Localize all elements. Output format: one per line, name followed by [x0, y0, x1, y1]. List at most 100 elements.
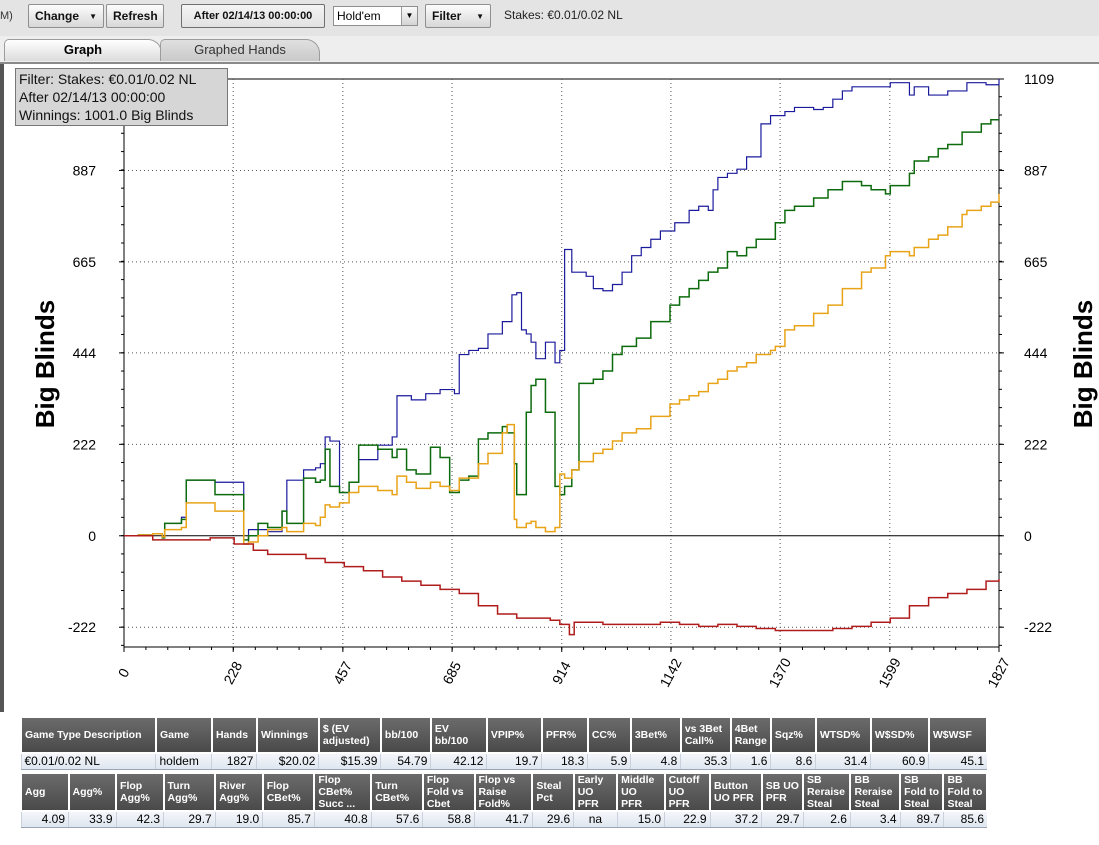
stats-value-1-13: 8.6	[770, 753, 816, 770]
y-tick-label-left: 665	[73, 254, 97, 270]
stats-value-2-1: 33.9	[68, 811, 117, 828]
series-line-green	[124, 119, 999, 541]
stats-header-1-8[interactable]: PFR%	[540, 716, 589, 754]
stats-header-1-5[interactable]: bb/100	[379, 716, 432, 754]
stats-header-2-1[interactable]: Agg%	[67, 772, 118, 812]
stats-header-2-15[interactable]: SB UO PFR	[760, 772, 805, 812]
filter-summary-stakes: Filter: Stakes: €0.01/0.02 NL	[19, 71, 197, 87]
x-tick-label: 1827	[984, 655, 1013, 690]
tab-bar: Graph Graphed Hands	[0, 36, 1099, 64]
stats-value-2-19: 85.6	[942, 811, 987, 828]
stats-value-1-12: 1.6	[730, 753, 771, 770]
stats-table-2: Agg Agg% Flop Agg% Turn Agg% River Agg% Flop …	[20, 772, 988, 828]
stats-header-1-4[interactable]: $ (EV adjusted)	[317, 716, 382, 754]
y-tick-label-left: 887	[73, 162, 97, 178]
stats-header-2-6[interactable]: Flop CBet% Succ ...	[313, 772, 373, 812]
stats-value-2-6: 40.8	[313, 811, 372, 828]
graph-panel: 0 228 457 685 914 1142 1370 1599 1827 -222 -222 0 0 2…	[0, 64, 1099, 712]
x-tick-label: 1370	[765, 655, 794, 690]
stats-header-2-0[interactable]: Agg	[20, 772, 70, 812]
stats-header-2-14[interactable]: Button UO PFR	[709, 772, 763, 812]
stats-header-2-11[interactable]: Early UO PFR	[572, 772, 619, 812]
stats-header-1-11[interactable]: vs 3Bet Call%	[679, 716, 732, 754]
chevron-down-icon[interactable]: ▼	[401, 7, 417, 25]
stats-header-1-16[interactable]: W$WSF	[927, 716, 989, 754]
chevron-down-icon: ▼	[89, 12, 97, 21]
stats-value-2-4: 19.0	[214, 811, 263, 828]
y-tick-label-left: 444	[73, 345, 97, 361]
stats-value-2-14: 37.2	[709, 811, 762, 828]
stats-value-1-2: 1827	[211, 753, 257, 770]
x-tick-label: 228	[220, 658, 245, 686]
y-axis-label-left: Big Blinds	[30, 300, 60, 429]
stats-value-2-0: 4.09	[20, 811, 69, 828]
game-select[interactable]: Hold'em ▼	[333, 6, 418, 26]
stats-value-2-15: 29.7	[761, 811, 804, 828]
stats-value-1-7: 19.7	[486, 753, 542, 770]
stats-header-2-5[interactable]: Flop CBet%	[261, 772, 316, 812]
filter-button[interactable]: Filter ▼	[425, 4, 491, 28]
x-tick-label: 1599	[875, 655, 904, 690]
filter-summary-date: After 02/14/13 00:00:00	[19, 89, 166, 105]
stats-value-2-17: 3.4	[849, 811, 901, 828]
stats-header-2-3[interactable]: Turn Agg%	[162, 772, 217, 812]
tab-graphed-hands[interactable]: Graphed Hands	[160, 39, 320, 61]
filter-summary-winnings: Winnings: 1001.0 Big Blinds	[19, 107, 194, 123]
stats-header-1-13[interactable]: Sqz%	[769, 716, 817, 754]
stats-header-1-9[interactable]: CC%	[586, 716, 632, 754]
stats-header-2-9[interactable]: Flop vs Raise Fold%	[473, 772, 534, 812]
refresh-button[interactable]: Refresh	[106, 4, 164, 28]
stats-header-1-12[interactable]: 4Bet Range	[729, 716, 772, 754]
y-tick-label-left: -222	[68, 619, 96, 635]
x-tick-label: 0	[115, 665, 133, 680]
stats-header-2-18[interactable]: SB Fold to Steal	[899, 772, 945, 812]
series-line-blue	[124, 79, 1000, 545]
stats-header-1-3[interactable]: Winnings	[255, 716, 320, 754]
stats-header-2-4[interactable]: River Agg%	[214, 772, 264, 812]
stats-header-2-2[interactable]: Flop Agg%	[115, 772, 165, 812]
change-button[interactable]: Change ▼	[28, 4, 104, 28]
stats-value-2-7: 57.6	[370, 811, 423, 828]
stats-value-2-16: 2.6	[802, 811, 851, 828]
stats-header-2-17[interactable]: BB Reraise Steal	[849, 772, 902, 812]
stats-header-1-10[interactable]: 3Bet%	[629, 716, 682, 754]
stats-value-2-5: 85.7	[262, 811, 315, 828]
stats-header-1-15[interactable]: W$SD%	[869, 716, 930, 754]
change-label: Change	[35, 9, 80, 23]
stats-header-2-10[interactable]: Steal Pct	[531, 772, 575, 812]
stats-header-1-7[interactable]: VPIP%	[485, 716, 543, 754]
stats-header-2-13[interactable]: Cutoff UO PFR	[663, 772, 712, 812]
series-line-red	[124, 535, 1000, 636]
toolbar: M) Change ▼ Refresh After 02/14/13 00:00…	[0, 0, 1099, 37]
stats-value-2-8: 58.8	[422, 811, 475, 828]
series-line-orange	[124, 193, 1000, 545]
stats-header-2-19[interactable]: BB Fold to Steal	[942, 772, 988, 812]
stats-header-2-12[interactable]: Middle UO PFR	[616, 772, 666, 812]
stakes-label: Stakes: €0.01/0.02 NL	[504, 8, 623, 22]
x-tick-label: 457	[330, 658, 355, 686]
x-tick-label: 685	[439, 658, 464, 686]
stats-header-2-16[interactable]: SB Reraise Steal	[802, 772, 852, 812]
filter-summary-box: Filter: Stakes: €0.01/0.02 NL After 02/1…	[15, 68, 228, 126]
y-tick-label-right: -222	[1024, 619, 1052, 635]
y-tick-label-right: 444	[1024, 345, 1048, 361]
stats-value-1-9: 5.9	[587, 753, 631, 770]
tab-graph[interactable]: Graph	[4, 39, 162, 61]
stats-header-1-2[interactable]: Hands	[210, 716, 258, 754]
y-axis-label-right: Big Blinds	[1068, 300, 1098, 429]
stats-header-1-14[interactable]: WTSD%	[814, 716, 872, 754]
stats-value-1-3: $20.02	[256, 753, 319, 770]
x-tick-label: 914	[549, 658, 574, 686]
y-tick-label-right: 887	[1024, 162, 1048, 178]
stats-header-1-0[interactable]: Game Type Description	[20, 716, 157, 754]
stats-value-2-10: 29.6	[531, 811, 574, 828]
stats-header-2-8[interactable]: Flop Fold vs Cbet	[421, 772, 476, 812]
stats-value-1-1: holdem	[155, 753, 212, 770]
stats-header-2-7[interactable]: Turn CBet%	[370, 772, 424, 812]
y-tick-label-right: 665	[1024, 254, 1048, 270]
stats-header-1-1[interactable]: Game	[154, 716, 213, 754]
stats-value-1-16: 45.1	[928, 753, 987, 770]
stats-header-1-6[interactable]: EV bb/100	[429, 716, 488, 754]
date-filter-button[interactable]: After 02/14/13 00:00:00	[181, 4, 325, 28]
stats-value-1-14: 31.4	[815, 753, 871, 770]
